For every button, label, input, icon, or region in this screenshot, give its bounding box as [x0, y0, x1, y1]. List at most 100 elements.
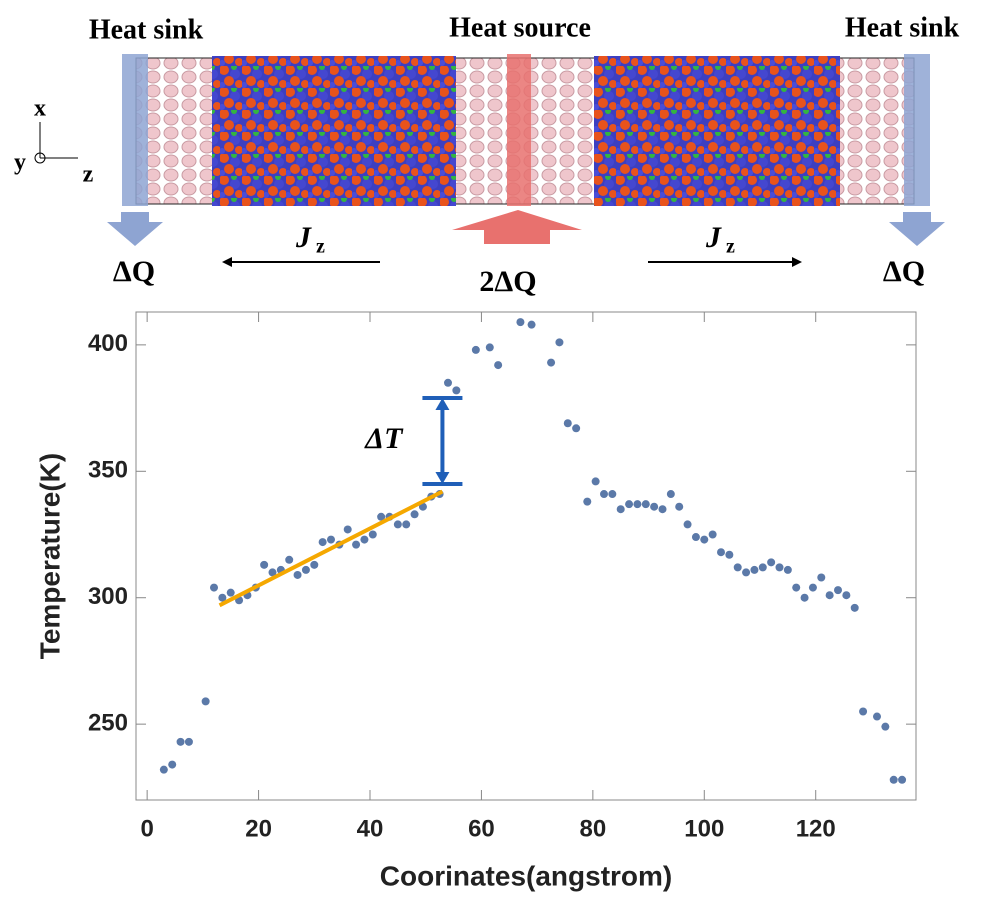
point — [650, 502, 659, 511]
point — [742, 568, 751, 577]
label: Heat source — [449, 12, 591, 43]
y-tick-label: 400 — [88, 330, 128, 357]
arrow — [889, 212, 945, 246]
heat-flow: ΔQ — [113, 255, 155, 288]
axis-name: y — [14, 150, 26, 176]
point — [775, 563, 784, 572]
point — [873, 712, 881, 721]
point — [608, 490, 617, 499]
arrow — [452, 210, 582, 244]
flux-subscript: z — [316, 236, 325, 258]
point — [285, 555, 294, 564]
point — [494, 361, 503, 370]
point — [817, 573, 826, 582]
point — [825, 591, 834, 600]
point — [792, 583, 801, 592]
point — [159, 765, 168, 774]
point — [485, 343, 494, 352]
label: Heat sink — [845, 12, 960, 43]
point — [547, 358, 556, 367]
point — [301, 565, 310, 574]
point — [850, 603, 859, 612]
alloy-block — [594, 56, 840, 206]
x-tick-label: 0 — [140, 815, 153, 842]
point — [226, 588, 235, 597]
axis-glyph — [34, 152, 46, 164]
point — [717, 548, 725, 557]
sink-bar — [122, 54, 148, 206]
point — [683, 520, 692, 529]
point — [201, 697, 210, 706]
y-tick-label: 300 — [88, 583, 128, 610]
axis-name: x — [34, 96, 46, 122]
point — [666, 490, 675, 499]
point — [783, 565, 792, 574]
point — [583, 497, 592, 506]
y-axis-title: Temperature(K) — [34, 453, 65, 659]
point — [402, 520, 411, 529]
flux: J — [705, 221, 722, 254]
point — [184, 737, 193, 746]
bracket-head — [435, 471, 450, 484]
point — [471, 345, 480, 354]
x-tick-label: 20 — [245, 815, 272, 842]
point — [733, 563, 742, 572]
point — [750, 565, 759, 574]
y-tick-label: 250 — [88, 709, 128, 736]
x-tick-label: 80 — [580, 815, 607, 842]
point — [675, 502, 684, 511]
x-axis-title: Coorinates(angstrom) — [380, 860, 672, 891]
point — [555, 338, 564, 347]
point — [360, 535, 369, 544]
point — [881, 722, 890, 731]
point — [368, 530, 377, 539]
point — [293, 570, 302, 579]
point — [767, 558, 776, 567]
point — [616, 505, 625, 514]
arrow — [107, 212, 163, 246]
point — [318, 538, 327, 547]
point — [176, 737, 185, 746]
point — [310, 560, 319, 569]
heat-flow: ΔQ — [883, 255, 925, 288]
heat-flow: 2ΔQ — [479, 265, 536, 298]
point — [393, 520, 402, 529]
point — [218, 593, 227, 602]
bracket-head — [435, 397, 450, 410]
sink-bar — [904, 54, 930, 206]
flux-arrow — [792, 257, 802, 267]
x-tick-label: 60 — [468, 815, 495, 842]
point — [898, 775, 907, 784]
point — [691, 533, 700, 542]
x-tick-label: 120 — [796, 815, 836, 842]
y-tick-label: 350 — [88, 457, 128, 484]
point — [889, 775, 898, 784]
point — [327, 535, 335, 544]
schematic: x y z Heat sink Heat source Heat sink ΔQ… — [14, 12, 960, 297]
flux-arrow — [222, 257, 232, 267]
point — [641, 500, 650, 509]
point — [260, 560, 269, 569]
source-bar — [507, 54, 531, 206]
point — [800, 593, 809, 602]
point — [700, 535, 709, 544]
point — [410, 510, 419, 519]
flux: J — [295, 221, 312, 254]
point — [758, 563, 767, 572]
point — [563, 419, 572, 428]
point — [210, 583, 218, 592]
point — [572, 424, 581, 433]
label: Heat sink — [89, 14, 204, 45]
point — [343, 525, 352, 534]
x-tick-label: 40 — [357, 815, 384, 842]
point — [516, 318, 525, 327]
point — [808, 583, 817, 592]
flux-subscript: z — [726, 236, 735, 258]
point — [452, 386, 461, 395]
point — [600, 490, 608, 499]
point — [352, 540, 361, 549]
point — [725, 550, 734, 559]
point — [708, 530, 717, 539]
chart: Coorinates(angstrom) Temperature(K) 0 20 4… — [34, 311, 917, 891]
